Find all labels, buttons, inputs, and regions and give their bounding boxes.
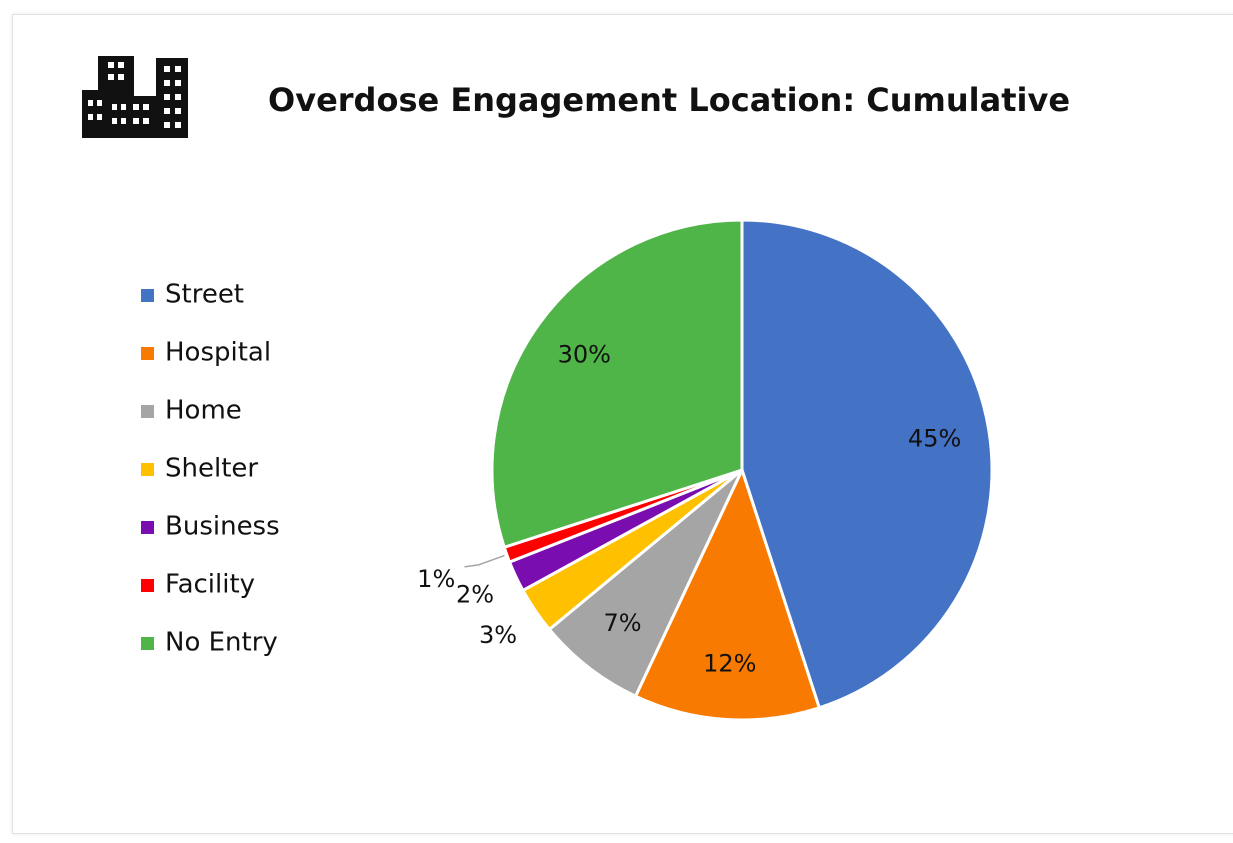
legend-swatch — [141, 521, 154, 534]
building-icon — [82, 56, 188, 138]
legend-swatch — [141, 405, 154, 418]
data-label: 2% — [456, 581, 494, 609]
data-label: 45% — [908, 424, 961, 452]
legend-swatch — [141, 637, 154, 650]
data-label: 30% — [558, 340, 611, 368]
pie-slice — [740, 218, 994, 710]
pie-slice — [633, 465, 822, 722]
legend-swatch — [141, 463, 154, 476]
data-label: 1% — [417, 565, 455, 593]
legend-label: Shelter — [165, 454, 258, 484]
leader-line — [464, 554, 505, 568]
data-label: 7% — [603, 609, 641, 637]
legend-swatch — [141, 347, 154, 360]
legend-label: Business — [165, 512, 280, 542]
legend-label: Street — [165, 280, 244, 310]
data-label: 12% — [703, 650, 756, 678]
legend-label: Home — [165, 396, 242, 426]
pie-slice — [547, 468, 744, 699]
legend-swatch — [141, 579, 154, 592]
data-label: 3% — [479, 621, 517, 649]
legend-label: No Entry — [165, 628, 278, 658]
legend-swatch — [141, 289, 154, 302]
pie-slice — [490, 218, 744, 550]
legend-label: Hospital — [165, 338, 271, 368]
chart-title: Overdose Engagement Location: Cumulative — [268, 81, 1070, 119]
legend-label: Facility — [165, 570, 255, 600]
